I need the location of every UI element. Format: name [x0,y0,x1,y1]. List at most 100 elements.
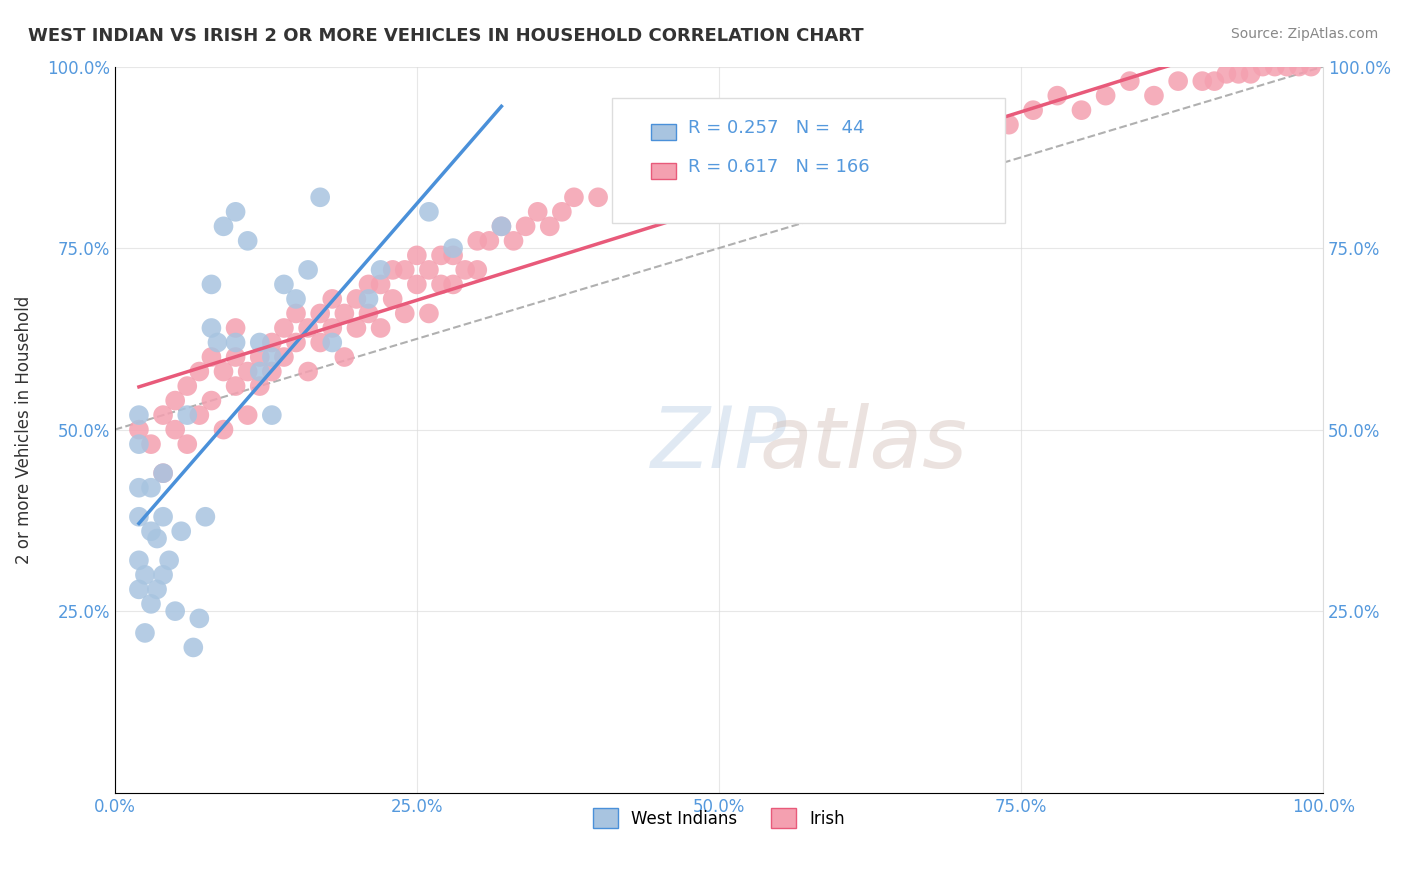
Point [405,277,427,292]
Point [188,611,211,625]
Point [1299,60,1322,74]
Point [236,234,259,248]
Point [877,132,900,146]
Point [181,640,204,655]
Point [128,408,150,422]
Point [370,263,392,277]
Point [297,321,319,335]
Point [176,437,198,451]
Text: R = 0.257   N =  44: R = 0.257 N = 44 [688,119,865,137]
Point [1070,103,1092,118]
Point [852,146,875,161]
Point [139,481,162,495]
Point [502,234,524,248]
Point [394,306,416,320]
Point [236,408,259,422]
Point [405,248,427,262]
Point [225,350,247,364]
Point [901,118,924,132]
Point [273,350,295,364]
Point [454,263,477,277]
Point [1204,74,1226,88]
Point [998,118,1021,132]
Point [381,292,404,306]
Point [418,263,440,277]
Point [249,335,271,350]
Point [949,118,972,132]
Point [418,306,440,320]
Point [756,146,779,161]
Point [176,379,198,393]
Point [1022,103,1045,118]
Point [297,365,319,379]
Point [225,204,247,219]
Point [260,335,283,350]
Point [465,263,488,277]
Point [260,365,283,379]
Point [370,321,392,335]
Point [165,393,187,408]
Point [538,219,561,234]
Point [1191,74,1213,88]
Text: R = 0.617   N = 166: R = 0.617 N = 166 [688,158,869,177]
Point [370,277,392,292]
Point [1275,60,1298,74]
Text: Source: ZipAtlas.com: Source: ZipAtlas.com [1230,27,1378,41]
Point [225,335,247,350]
Point [1288,60,1310,74]
Point [152,408,174,422]
Point [612,204,634,219]
Point [152,466,174,480]
Point [139,437,162,451]
Text: ZIP: ZIP [651,402,787,485]
Point [321,321,343,335]
Point [212,365,235,379]
Point [357,306,380,320]
Point [285,335,308,350]
Point [152,567,174,582]
Text: WEST INDIAN VS IRISH 2 OR MORE VEHICLES IN HOUSEHOLD CORRELATION CHART: WEST INDIAN VS IRISH 2 OR MORE VEHICLES … [28,27,863,45]
Point [236,365,259,379]
Point [249,365,271,379]
Point [804,146,827,161]
Point [1143,88,1166,103]
Point [441,277,464,292]
Point [249,350,271,364]
Point [176,408,198,422]
Text: atlas: atlas [761,402,967,485]
Point [465,234,488,248]
Point [381,263,404,277]
Point [683,161,706,176]
Point [346,292,368,306]
Point [249,379,271,393]
Point [128,423,150,437]
Point [128,509,150,524]
Point [526,204,548,219]
Point [430,277,453,292]
Point [925,132,948,146]
Point [200,350,222,364]
Point [139,597,162,611]
Point [273,277,295,292]
Point [562,190,585,204]
Point [128,437,150,451]
Point [321,335,343,350]
Point [165,604,187,618]
Point [309,335,332,350]
Point [586,190,609,204]
Legend: West Indians, Irish: West Indians, Irish [586,802,852,835]
Point [273,321,295,335]
Point [430,248,453,262]
Point [1046,88,1069,103]
Point [285,292,308,306]
Point [780,161,803,176]
Point [1119,74,1142,88]
Point [491,219,513,234]
Point [623,176,645,190]
Point [418,204,440,219]
Point [297,263,319,277]
Point [309,190,332,204]
Point [260,350,283,364]
Point [551,204,574,219]
Point [707,176,730,190]
